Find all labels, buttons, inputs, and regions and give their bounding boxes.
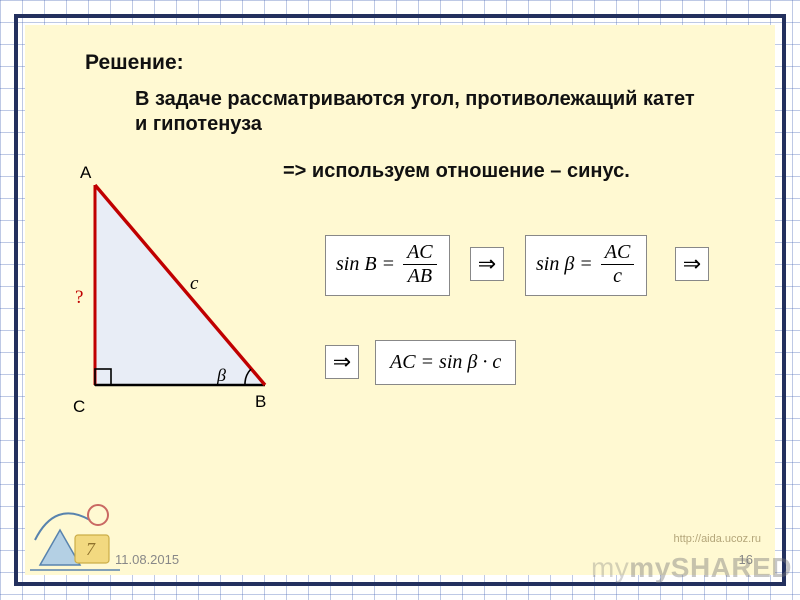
formula-sin-beta-den: c [609,266,626,287]
vertex-a-label: A [80,163,91,183]
formula-sin-b-num: AC [403,242,437,263]
footer-date: 11.08.2015 [115,552,179,567]
angle-beta-label: β [217,365,226,386]
heading-solution: Решение: [85,51,184,75]
svg-text:7: 7 [86,539,96,559]
formula-sin-beta: sin β = AC c [525,235,647,296]
conclusion-sine: => используем отношение – синус. [283,159,630,184]
vertex-b-label: B [255,392,266,412]
problem-statement: В задаче рассматриваются угол, противоле… [135,87,695,137]
content-panel: Решение: В задаче рассматриваются угол, … [25,25,775,575]
formula-sin-b-lhs: sin B = [336,253,395,276]
formula-sin-beta-lhs: sin β = [536,253,593,276]
hypotenuse-label: c [190,273,198,295]
formula-result-text: AC = sin β · c [390,351,501,374]
source-url: http://aida.ucoz.ru [674,533,761,545]
watermark: mymySHARED [591,552,792,584]
vertex-c-label: C [73,397,85,417]
watermark-text: mySHARED [629,552,792,583]
unknown-side-label: ? [75,287,83,309]
formula-sin-beta-num: AC [601,242,635,263]
implies-arrow-1: ⇒ [470,247,504,281]
formula-result: AC = sin β · c [375,340,516,385]
formula-sin-b-den: AB [404,266,436,287]
implies-arrow-3: ⇒ [325,345,359,379]
formula-sin-b: sin B = AC AB [325,235,450,296]
graph-paper-background: Решение: В задаче рассматриваются угол, … [0,0,800,600]
implies-arrow-2: ⇒ [675,247,709,281]
right-triangle-figure [55,165,285,425]
